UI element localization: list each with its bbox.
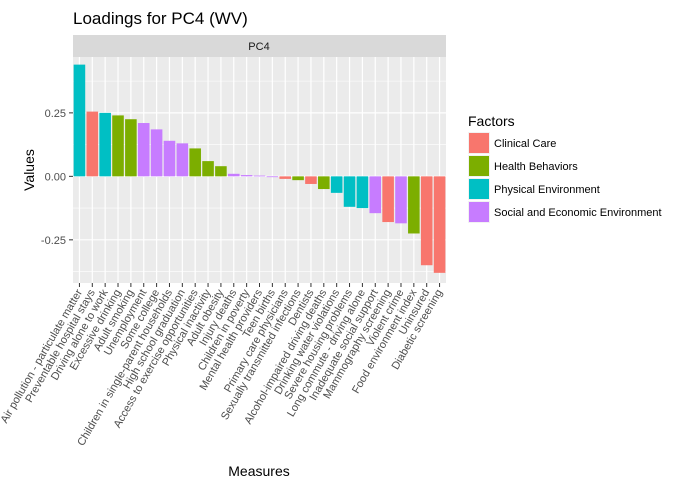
bar	[305, 176, 317, 184]
bar	[369, 176, 382, 214]
legend-label: Clinical Care	[494, 138, 556, 150]
bar	[266, 176, 279, 178]
bar	[202, 161, 214, 177]
bar	[86, 111, 99, 177]
bar	[125, 119, 137, 177]
bar	[189, 148, 201, 177]
bar	[176, 143, 189, 177]
bar	[163, 140, 176, 177]
legend-title: Factors	[468, 113, 515, 129]
y-axis-title: Values	[21, 149, 37, 191]
bar	[318, 176, 330, 190]
legend-items: Clinical Care Health Behaviors Physical En…	[468, 132, 662, 223]
legend-label: Health Behaviors	[494, 161, 578, 173]
bar	[382, 176, 394, 223]
y-tick-label: 0.00	[45, 171, 66, 183]
bar	[240, 175, 253, 177]
bar	[395, 176, 407, 224]
y-tick-label: -0.25	[41, 235, 66, 247]
chart-title: Loadings for PC4 (WV)	[73, 9, 248, 28]
bars-group	[73, 64, 446, 273]
bar	[408, 176, 420, 234]
facet-strip	[73, 35, 446, 57]
bar	[227, 173, 240, 177]
legend-label: Physical Environment	[494, 184, 600, 196]
bar	[215, 166, 227, 177]
bar	[356, 176, 369, 209]
x-axis-ticks: Air pollution - particulate matterPreven…	[0, 283, 445, 448]
bar	[99, 112, 111, 177]
legend-label: Social and Economic Environment	[494, 207, 662, 219]
legend: Factors Clinical Care Health Behaviors Phy…	[468, 113, 662, 223]
legend-swatch	[469, 179, 489, 199]
grid-lines	[73, 57, 446, 283]
legend-swatch	[469, 133, 489, 153]
bar	[330, 176, 343, 193]
bar	[292, 176, 304, 181]
bar	[279, 176, 292, 179]
bar	[420, 176, 433, 266]
bar	[433, 176, 446, 273]
bar	[253, 175, 266, 177]
x-axis-title: Measures	[228, 463, 289, 479]
legend-swatch	[469, 156, 489, 176]
y-tick-label: 0.25	[45, 108, 66, 120]
bar	[137, 123, 150, 177]
bar	[73, 64, 86, 177]
bar	[112, 115, 124, 177]
bar	[150, 129, 163, 177]
legend-swatch	[469, 202, 489, 222]
bar	[343, 176, 356, 207]
facet-strip-label: PC4	[248, 41, 269, 53]
y-axis-ticks: 0.25 0.00 -0.25	[41, 108, 73, 247]
